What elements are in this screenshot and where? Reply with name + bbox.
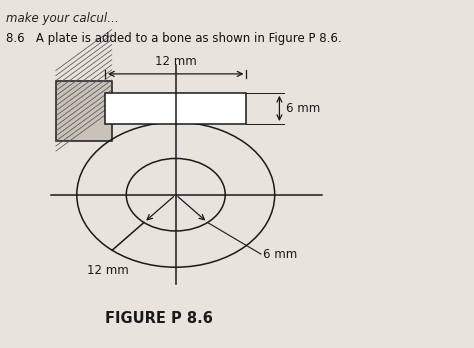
Text: 12 mm: 12 mm <box>87 264 128 277</box>
Bar <box>55 81 112 141</box>
Text: 12 mm: 12 mm <box>155 55 197 68</box>
Text: make your calcul…: make your calcul… <box>6 12 119 25</box>
Text: FIGURE P 8.6: FIGURE P 8.6 <box>105 311 213 326</box>
Text: 6 mm: 6 mm <box>286 102 321 115</box>
Text: 6 mm: 6 mm <box>263 247 298 261</box>
Bar <box>105 93 246 124</box>
Text: 8.6   A plate is added to a bone as shown in Figure P 8.6.: 8.6 A plate is added to a bone as shown … <box>6 32 342 46</box>
